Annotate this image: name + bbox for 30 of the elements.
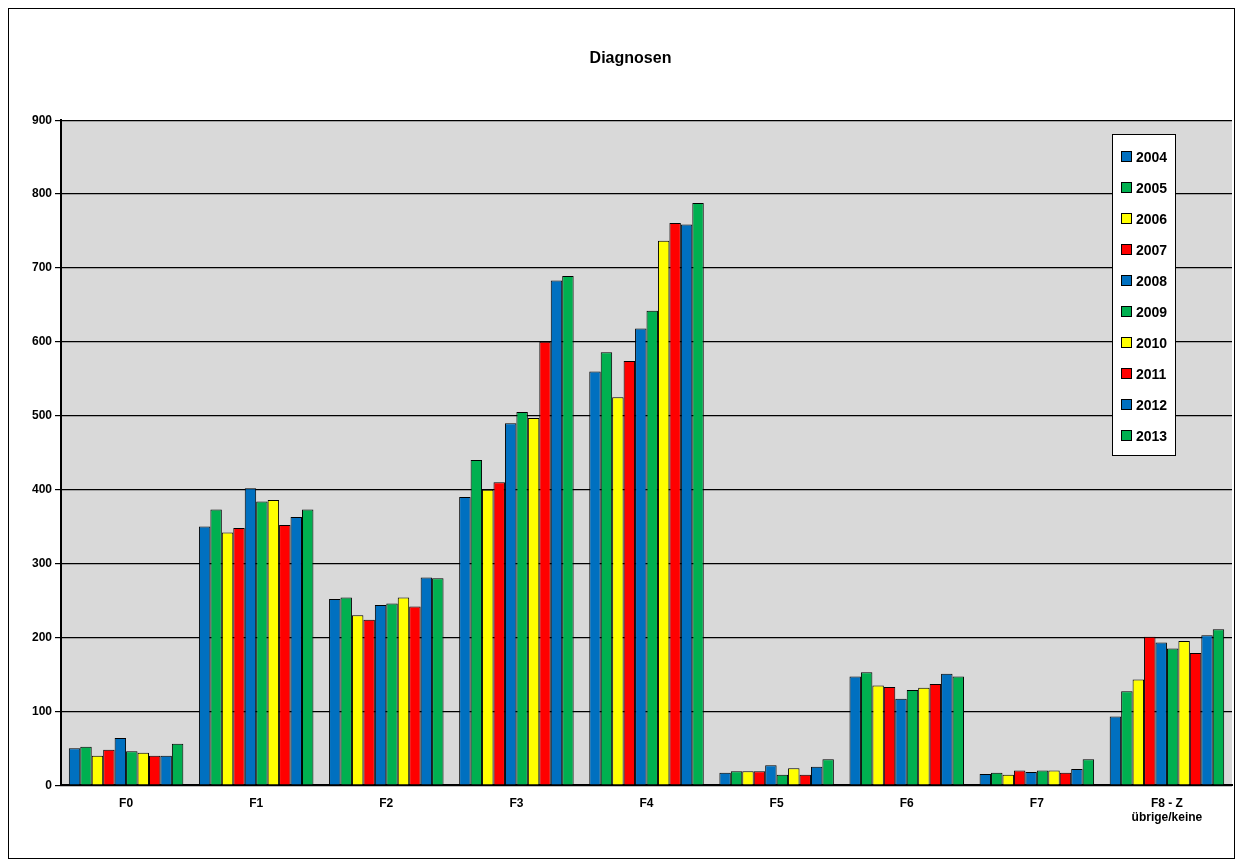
legend-label: 2004	[1136, 148, 1168, 165]
y-tick-label: 300	[31, 555, 53, 570]
legend-label: 2008	[1136, 272, 1168, 289]
legend-label: 2007	[1136, 241, 1168, 258]
legend-label: 2006	[1136, 210, 1168, 227]
y-tick-label: 0	[45, 777, 53, 792]
x-tick-label: F2	[379, 795, 394, 810]
legend-label: 2005	[1136, 179, 1168, 196]
legend-label: 2011	[1136, 365, 1167, 382]
y-tick-label: 200	[31, 629, 53, 644]
y-tick-label: 600	[31, 334, 53, 349]
y-tick-label: 800	[31, 186, 53, 201]
x-tick-label: F7	[1029, 795, 1045, 810]
legend-label: 2009	[1136, 303, 1168, 320]
y-tick-label: 100	[31, 703, 53, 718]
legend-label: 2013	[1136, 427, 1168, 444]
x-tick-label: F6	[899, 795, 915, 810]
x-tick-label: F4	[639, 795, 654, 810]
legend-label: 2010	[1136, 334, 1168, 351]
x-tick-label: F5	[769, 795, 784, 810]
x-tick-label: F3	[509, 795, 524, 810]
y-tick-label: 700	[31, 260, 53, 275]
y-tick-label: 900	[31, 112, 53, 127]
y-tick-label: 500	[31, 408, 53, 423]
x-tick-label: F0	[119, 795, 134, 810]
chart-title: Diagnosen	[589, 49, 672, 67]
y-tick-label: 400	[31, 481, 53, 496]
x-tick-label: F8 - Z übrige/keine	[1131, 795, 1203, 825]
x-tick-label: F1	[249, 795, 264, 810]
legend-label: 2012	[1136, 396, 1168, 413]
